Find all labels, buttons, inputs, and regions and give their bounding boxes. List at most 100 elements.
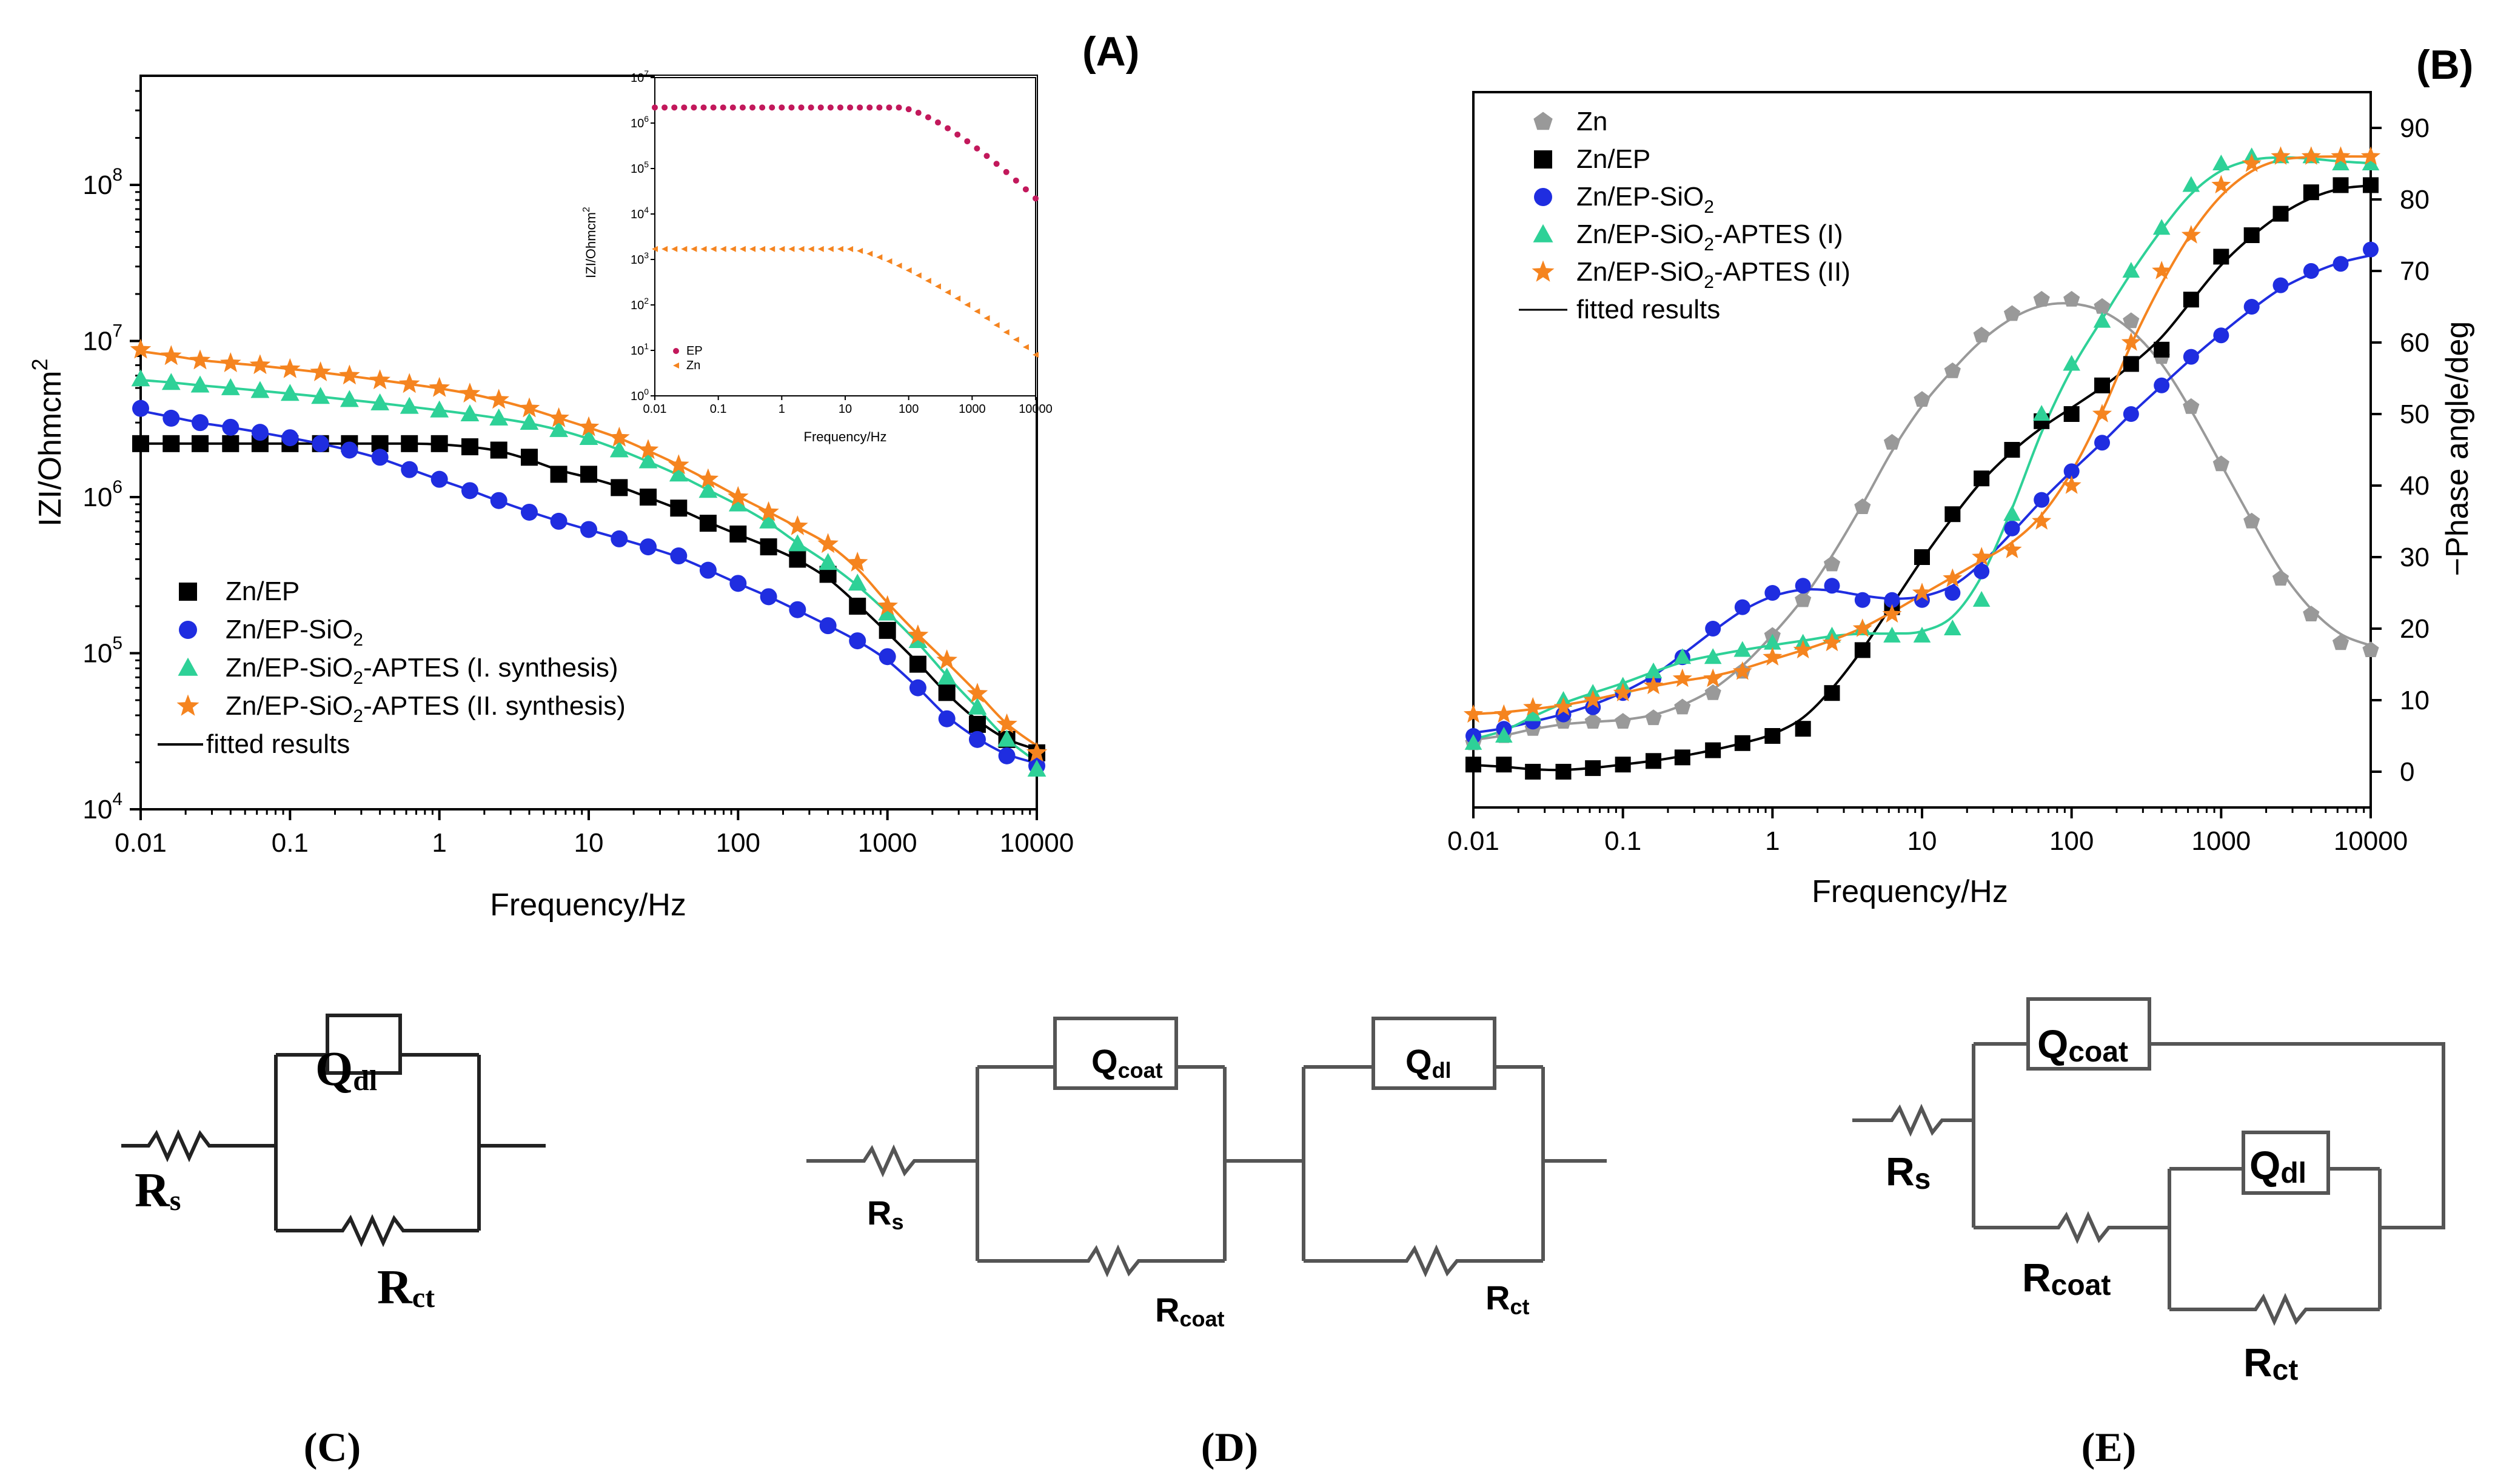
chart-a-point [788,534,807,552]
chart-a-x-tick-label: 1 [432,828,446,858]
chart-a-legend-marker [179,583,197,601]
chart-a-point [640,538,657,556]
inset-point [691,104,697,111]
chart-b-ylabel: −Phase angle/deg [2440,321,2475,577]
inset-point [983,315,990,321]
chart-b-point [2154,377,2170,393]
circuit-e-rcoat-resistor [1974,1211,2169,1245]
chart-a-point [611,530,628,547]
chart-b-point [1494,704,1514,723]
chart-b-point [2003,505,2021,521]
chart-a-point [848,573,867,591]
chart-b-point [2243,227,2260,243]
inset-point [896,262,902,269]
chart-a-point [1026,741,1048,762]
inset-x-tick-label: 10 [839,403,852,416]
chart-a-point [401,461,418,478]
chart-a-points [130,338,1048,777]
chart-b-point [2123,312,2140,329]
chart-a-point [669,464,688,482]
inset-point [925,278,931,284]
chart-a-legend-label: Zn/EP-SiO2-APTES (I. synthesis) [226,653,618,688]
chart-b-point [1972,590,1991,607]
chart-a-legend-label: Zn/EP-SiO2 [226,615,363,650]
circuit-c-q-label: Qdl [315,1043,377,1097]
chart-a-point [640,488,657,506]
chart-b-y-tick-label: 70 [2400,256,2430,286]
circuit-e-rcoat-label: Rcoat [2022,1255,2111,1302]
chart-b-point [2303,606,2320,621]
chart-a-point [819,553,838,570]
chart-a-point [909,679,926,697]
chart-b-point [2363,241,2379,258]
inset-point [974,145,980,152]
chart-a-point [249,354,271,375]
panel-label-e: (E) [2081,1424,2137,1470]
chart-a-point [909,655,926,673]
chart-b-y-tick-label: 10 [2400,686,2430,715]
circuit-e-top-wire [1974,1042,2445,1229]
chart-b-point [2152,219,2171,235]
chart-b-point [2272,570,2289,586]
circuit-c-labels: Qdl Rs Rct [135,1043,435,1314]
inset-point [661,104,668,111]
inset-point [983,153,990,159]
panel-label-c: (C) [304,1424,361,1470]
chart-a-point [699,515,717,532]
inset-point [857,104,863,111]
inset-point [886,104,893,111]
chart-a-point [729,575,747,592]
inset-point [779,104,785,111]
chart-a-y-tick-label: 105 [82,633,122,668]
chart-a-point [340,390,359,407]
inset-y-tick-label: 101 [631,341,649,358]
chart-b-point [2272,277,2289,293]
chart-a-point [877,595,898,615]
chart-b-point [2123,356,2139,372]
inset-point [1003,169,1010,175]
inset-point [974,308,980,315]
chart-b-point [2094,435,2111,451]
chart-b-point [1672,668,1692,687]
chart-a-point [879,621,896,639]
chart-a-point [131,369,150,387]
chart-b-point [1764,633,1781,650]
chart-a-point [222,435,239,452]
chart-a-point [998,747,1016,764]
inset-point [964,138,971,145]
chart-b-point [1854,498,1871,514]
chart-a-point [609,440,629,458]
chart-b-point [1882,604,1902,623]
inset-point [866,104,873,111]
circuit-e-qdl-label: Qdl [2249,1143,2306,1189]
inset-point [652,246,658,252]
chart-b-point [2362,155,2380,171]
chart-a-point [907,624,929,644]
chart-b-point [1673,648,1692,664]
inset-y-tick-label: 105 [631,159,649,176]
chart-a-legend-marker [179,621,197,639]
chart-b-x-tick-label: 100 [2049,826,2094,856]
chart-a-y-tick-label: 107 [82,321,122,356]
chart-b-x-tick-label: 0.1 [1604,826,1641,856]
chart-b-point [2242,153,2262,172]
circuit-c-branches [274,1055,481,1231]
chart-b-point [2154,341,2170,358]
chart-b-point [1883,433,1901,450]
chart-b-x-tick-label: 10000 [2334,826,2408,856]
inset-point [934,119,941,126]
chart-b-point [2034,492,2050,508]
chart-b-point [1553,697,1573,716]
circuit-c-rct-label: Rct [377,1261,435,1314]
chart-b-point [1944,506,1961,523]
chart-a-point [251,424,269,441]
chart-a-x-ticks: 0.01 0.1 1 10 100 1000 10000 [115,809,1074,858]
inset-point [788,104,795,111]
inset-point [671,104,678,111]
chart-b-point [2061,475,2081,494]
circuit-d-qcoat-box [1053,1017,1178,1090]
chart-b-point [1674,749,1690,766]
chart-b-point [1823,555,1841,572]
inset-x-tick-label: 1000 [959,403,986,416]
chart-b-point [1555,764,1572,780]
